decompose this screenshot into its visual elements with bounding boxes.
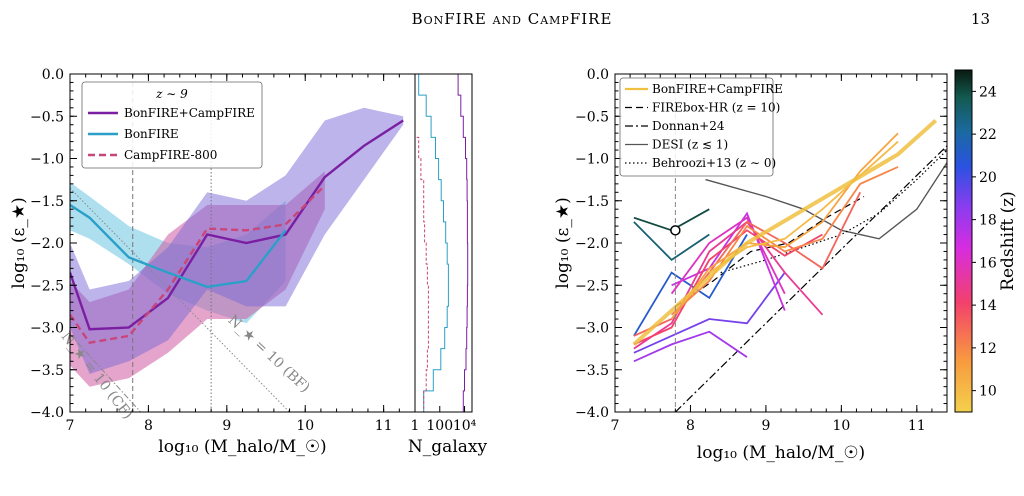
histogram-xtick-label: 100	[426, 418, 453, 434]
histogram-bonfire-campfire	[457, 74, 469, 412]
left-xtick-label: 10	[296, 418, 314, 434]
histogram-bonfire	[418, 74, 449, 412]
colorbar-tick-label: 10	[979, 384, 997, 400]
right-xtick-label: 11	[908, 418, 926, 434]
series-line-bonfire-campfire-right	[632, 119, 938, 346]
right-xtick-label: 8	[686, 418, 695, 434]
page-header: BonFIRE and CampFIRE 13	[0, 10, 1024, 34]
model-line-donnan-24	[674, 145, 947, 412]
left-ytick-label: −0.5	[30, 109, 64, 125]
left-ytick-label: −1.0	[30, 152, 64, 168]
right-ylabel: log₁₀ (ε_★)	[553, 197, 573, 288]
left-panel-plot	[70, 74, 404, 412]
right-legend-label: DESI (z ≲ 1)	[652, 138, 728, 152]
left-ytick-label: 0.0	[42, 67, 64, 83]
model-line-firebox-hr-z-10-	[675, 195, 865, 307]
right-legend-label: Donnan+24	[652, 119, 725, 133]
colorbar-tick-label: 24	[979, 84, 997, 100]
histogram-campfire-800	[414, 74, 429, 412]
left-xtick-label: 11	[375, 418, 393, 434]
left-legend: z ∼ 9 BonFIRE+CampFIRE BonFIRE CampFIRE-800	[81, 81, 263, 169]
histogram-xlabel: N_galaxy	[408, 437, 488, 457]
right-ytick-label: −3.0	[575, 321, 609, 337]
redshift-track	[633, 220, 824, 350]
redshift-track	[633, 234, 748, 337]
colorbar-tick-label: 16	[979, 255, 997, 271]
right-ytick-label: −1.5	[575, 194, 609, 210]
histogram-frame	[414, 73, 473, 413]
left-legend-title: z ∼ 9	[155, 87, 188, 101]
left-ytick-label: −4.0	[30, 405, 64, 421]
open-circle-marker	[670, 225, 681, 236]
right-xlabel: log₁₀ (M_halo/M_☉)	[697, 443, 865, 463]
left-ytick-label: −3.0	[30, 321, 64, 337]
series-line-bonfire	[70, 203, 287, 289]
colorbar-tick-label: 12	[979, 341, 997, 357]
redshift-track	[670, 132, 899, 320]
reference-line-0	[70, 333, 141, 412]
left-xtick-label: 9	[222, 418, 231, 434]
colorbar-tick-label: 20	[979, 170, 997, 186]
annotation-1: N_★ = 10 (BF)	[225, 312, 313, 396]
colorbar	[954, 69, 973, 413]
right-ytick-label: 0.0	[587, 67, 609, 83]
left-xlabel: log₁₀ (M_halo/M_☉)	[158, 437, 326, 457]
right-ytick-label: −1.0	[575, 152, 609, 168]
redshift-track	[633, 229, 823, 346]
redshift-track	[670, 166, 899, 316]
colorbar-tick-label: 22	[979, 127, 997, 143]
histogram-panel	[414, 74, 469, 412]
right-legend-box	[619, 77, 774, 177]
right-legend-label: Behroozi+13 (z ∼ 0)	[652, 156, 776, 170]
histogram-xtick-label: 1	[411, 418, 420, 434]
colorbar-label: Redshift (z)	[998, 191, 1018, 291]
right-xtick-label: 7	[611, 418, 620, 434]
left-ytick-label: −2.0	[30, 236, 64, 252]
histogram-xtick-label: 10⁴	[453, 418, 477, 434]
redshift-track	[671, 211, 786, 311]
redshift-track	[708, 140, 899, 274]
left-ytick-label: −3.5	[30, 363, 64, 379]
left-xtick-label: 7	[66, 418, 75, 434]
right-ytick-label: −0.5	[575, 109, 609, 125]
right-ytick-label: −3.5	[575, 363, 609, 379]
right-xtick-label: 10	[832, 418, 850, 434]
right-ytick-label: −4.0	[575, 405, 609, 421]
page-number: 13	[970, 10, 990, 28]
right-legend-label: FIREbox-HR (z = 10)	[652, 101, 780, 115]
left-ytick-label: −2.5	[30, 278, 64, 294]
running-title: BonFIRE and CampFIRE	[411, 10, 613, 28]
series-line-campfire-800	[70, 184, 326, 345]
right-ytick-label: −2.5	[575, 278, 609, 294]
redshift-track	[633, 272, 786, 354]
right-ytick-label: −2.0	[575, 236, 609, 252]
colorbar-tick-label: 14	[979, 298, 997, 314]
left-legend-label: BonFIRE+CampFIRE	[124, 106, 255, 120]
redshift-track	[633, 330, 748, 363]
model-line-behroozi-13-z-0-	[720, 149, 947, 274]
redshift-track	[670, 216, 786, 295]
right-xtick-label: 9	[761, 418, 770, 434]
left-legend-label: BonFIRE	[124, 127, 179, 141]
left-legend-label: CampFIRE-800	[124, 148, 217, 162]
redshift-track	[633, 221, 710, 262]
right-legend: BonFIRE+CampFIRE FIREbox-HR (z = 10) Donna…	[619, 77, 783, 177]
left-ylabel: log₁₀ (ε_★)	[9, 197, 29, 288]
colorbar-tick-label: 18	[979, 213, 997, 229]
right-panel-plot	[632, 74, 947, 412]
right-legend-label: BonFIRE+CampFIRE	[652, 82, 783, 96]
series-line-bonfire-campfire	[70, 119, 404, 331]
left-legend-box	[81, 81, 263, 169]
left-xtick-label: 8	[144, 418, 153, 434]
left-ytick-label: −1.5	[30, 194, 64, 210]
